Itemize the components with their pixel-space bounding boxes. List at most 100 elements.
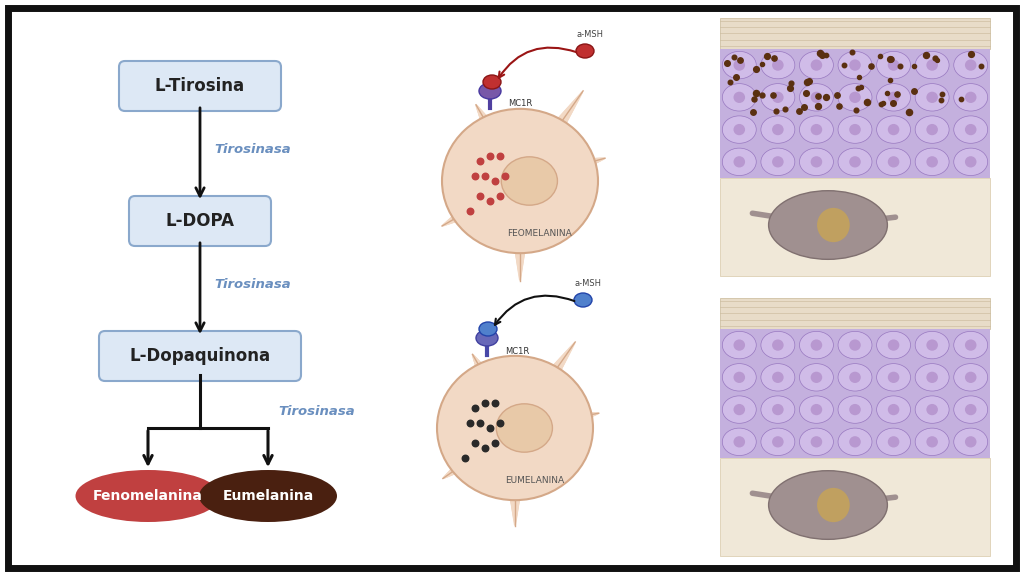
Ellipse shape bbox=[564, 411, 585, 424]
Point bbox=[853, 82, 869, 92]
Ellipse shape bbox=[915, 148, 949, 176]
Ellipse shape bbox=[446, 408, 457, 414]
Ellipse shape bbox=[953, 116, 988, 143]
Ellipse shape bbox=[454, 458, 470, 472]
Ellipse shape bbox=[965, 372, 977, 383]
Ellipse shape bbox=[442, 476, 446, 479]
Ellipse shape bbox=[509, 481, 521, 502]
Ellipse shape bbox=[445, 408, 454, 413]
Ellipse shape bbox=[550, 361, 563, 377]
Bar bbox=[720, 329, 990, 458]
Ellipse shape bbox=[558, 457, 572, 469]
Ellipse shape bbox=[477, 367, 494, 386]
Ellipse shape bbox=[450, 154, 456, 158]
Ellipse shape bbox=[733, 92, 745, 103]
Ellipse shape bbox=[599, 157, 604, 161]
Ellipse shape bbox=[569, 209, 582, 218]
Point bbox=[964, 49, 980, 58]
Ellipse shape bbox=[849, 59, 861, 71]
Ellipse shape bbox=[511, 497, 519, 511]
Point bbox=[486, 399, 503, 408]
Ellipse shape bbox=[578, 93, 582, 98]
Ellipse shape bbox=[572, 342, 575, 346]
Ellipse shape bbox=[454, 154, 470, 165]
Ellipse shape bbox=[512, 511, 517, 520]
Ellipse shape bbox=[445, 218, 454, 225]
Ellipse shape bbox=[476, 363, 487, 378]
Ellipse shape bbox=[483, 122, 502, 145]
Ellipse shape bbox=[565, 159, 587, 173]
Ellipse shape bbox=[560, 109, 571, 123]
Ellipse shape bbox=[552, 359, 564, 374]
Ellipse shape bbox=[772, 156, 783, 168]
Ellipse shape bbox=[578, 158, 594, 169]
Text: L-Tirosina: L-Tirosina bbox=[155, 77, 245, 95]
Ellipse shape bbox=[441, 223, 445, 226]
Ellipse shape bbox=[542, 125, 561, 147]
Ellipse shape bbox=[965, 59, 977, 71]
Ellipse shape bbox=[562, 159, 586, 174]
Point bbox=[882, 55, 898, 64]
Ellipse shape bbox=[579, 214, 584, 218]
Ellipse shape bbox=[473, 357, 479, 365]
Ellipse shape bbox=[849, 436, 861, 448]
Ellipse shape bbox=[516, 257, 523, 269]
Ellipse shape bbox=[578, 214, 583, 218]
Ellipse shape bbox=[568, 411, 587, 423]
Ellipse shape bbox=[582, 158, 596, 167]
Ellipse shape bbox=[457, 454, 476, 471]
Text: FEOMELANINA: FEOMELANINA bbox=[508, 229, 572, 238]
Ellipse shape bbox=[953, 51, 988, 79]
Ellipse shape bbox=[450, 406, 470, 420]
Point bbox=[850, 83, 866, 92]
Ellipse shape bbox=[574, 411, 590, 421]
Ellipse shape bbox=[591, 412, 597, 416]
Ellipse shape bbox=[449, 154, 454, 158]
Ellipse shape bbox=[927, 124, 938, 135]
Ellipse shape bbox=[570, 411, 588, 422]
Ellipse shape bbox=[838, 363, 872, 391]
Ellipse shape bbox=[553, 453, 571, 469]
Ellipse shape bbox=[455, 154, 475, 168]
Ellipse shape bbox=[572, 98, 579, 106]
Ellipse shape bbox=[575, 95, 581, 100]
Ellipse shape bbox=[761, 148, 795, 176]
Ellipse shape bbox=[572, 210, 582, 218]
Ellipse shape bbox=[450, 406, 472, 420]
Point bbox=[749, 88, 765, 97]
Ellipse shape bbox=[449, 215, 460, 223]
Ellipse shape bbox=[888, 436, 899, 448]
Text: MC1R: MC1R bbox=[505, 347, 529, 355]
Point bbox=[745, 107, 762, 116]
Ellipse shape bbox=[472, 355, 477, 361]
Ellipse shape bbox=[514, 240, 525, 259]
Ellipse shape bbox=[477, 365, 490, 383]
Ellipse shape bbox=[772, 436, 783, 448]
Ellipse shape bbox=[475, 361, 485, 374]
Ellipse shape bbox=[574, 212, 583, 218]
Ellipse shape bbox=[497, 404, 552, 452]
Point bbox=[882, 75, 898, 85]
Ellipse shape bbox=[515, 243, 525, 260]
Ellipse shape bbox=[478, 367, 495, 389]
Point bbox=[472, 191, 488, 200]
Ellipse shape bbox=[552, 452, 571, 469]
Point bbox=[892, 62, 908, 71]
Point bbox=[798, 89, 814, 98]
Ellipse shape bbox=[558, 411, 582, 426]
Ellipse shape bbox=[546, 122, 563, 142]
Ellipse shape bbox=[593, 158, 601, 163]
Ellipse shape bbox=[769, 471, 888, 539]
Ellipse shape bbox=[563, 461, 572, 469]
Ellipse shape bbox=[452, 154, 464, 163]
Ellipse shape bbox=[965, 124, 977, 135]
Ellipse shape bbox=[444, 408, 451, 412]
Ellipse shape bbox=[447, 407, 464, 417]
Ellipse shape bbox=[877, 84, 910, 111]
Point bbox=[745, 94, 762, 104]
Point bbox=[754, 59, 770, 69]
Point bbox=[472, 418, 488, 427]
Ellipse shape bbox=[877, 116, 910, 143]
Bar bbox=[720, 178, 990, 276]
Ellipse shape bbox=[877, 396, 910, 423]
